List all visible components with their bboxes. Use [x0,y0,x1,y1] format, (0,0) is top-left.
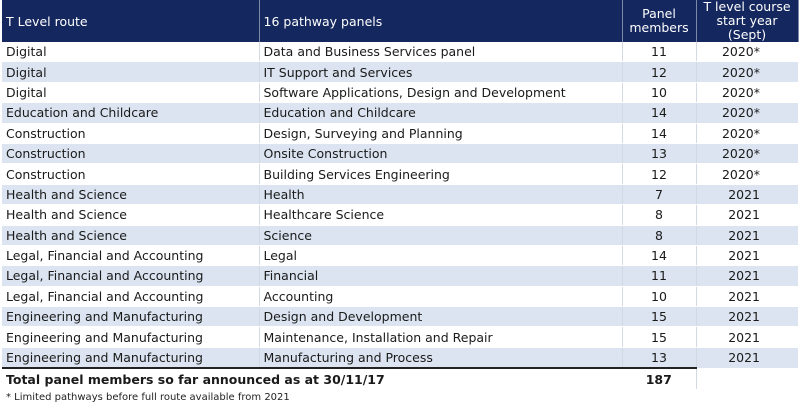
header-start-line1: T level course [703,0,791,14]
header-route: T Level route [2,0,260,42]
total-row: Total panel members so far announced as … [2,367,798,391]
table-row: Engineering and Manufacturing Design and … [2,306,798,328]
route-cell: Construction [2,163,260,185]
route-cell: Construction [2,143,260,165]
members-cell: 14 [622,123,697,144]
table-row: Construction Design, Surveying and Planni… [2,123,798,144]
table-row: Engineering and Manufacturing Maintenance… [2,326,798,348]
members-cell: 10 [622,82,697,104]
route-cell: Digital [2,61,260,83]
members-cell: 8 [622,225,697,246]
table-row: Legal, Financial and Accounting Accountin… [2,286,798,308]
panel-cell: Building Services Engineering [259,163,623,185]
start-year-cell: 2021 [696,347,798,369]
header-row: T Level route 16 pathway panels Panel me… [2,0,799,42]
panel-cell: Manufacturing and Process [259,347,623,369]
panel-cell: Accounting [259,286,623,308]
start-year-cell: 2021 [696,265,798,287]
total-empty-cell [696,368,798,391]
route-cell: Health and Science [2,184,260,206]
footnote: * Limited pathways before full route ava… [6,392,290,403]
route-cell: Education and Childcare [2,102,260,124]
header-members: Panel members [622,0,697,42]
table-row: Construction Onsite Construction 13 2020* [2,143,798,165]
members-cell: 12 [622,61,697,83]
members-cell: 8 [622,204,697,226]
members-cell: 14 [622,102,697,124]
panel-cell: Education and Childcare [259,102,623,124]
start-year-cell: 2020* [696,82,798,104]
start-year-cell: 2021 [696,306,798,328]
total-label: Total panel members so far announced as … [2,367,622,391]
start-year-cell: 2020* [696,102,798,124]
table-row: Digital Data and Business Services panel 1… [2,42,798,63]
route-cell: Legal, Financial and Accounting [2,265,260,287]
members-cell: 12 [622,163,697,185]
start-year-cell: 2021 [696,245,798,267]
start-year-cell: 2021 [696,204,798,226]
members-cell: 10 [622,286,697,308]
panel-cell: Data and Business Services panel [259,42,623,63]
route-cell: Construction [2,123,260,144]
route-cell: Health and Science [2,204,260,226]
table-row: Education and Childcare Education and Chi… [2,102,798,124]
table-row: Health and Science Health 7 2021 [2,184,798,206]
panel-cell: Financial [259,265,623,287]
total-value: 187 [622,367,697,391]
table-row: Digital IT Support and Services 12 2020* [2,61,798,83]
start-year-cell: 2021 [696,326,798,348]
panel-cell: Health [259,184,623,206]
start-year-cell: 2021 [696,225,798,246]
panel-cell: Design and Development [259,306,623,328]
table-body: Digital Data and Business Services panel 1… [2,42,798,369]
panel-cell: Maintenance, Installation and Repair [259,326,623,348]
route-cell: Engineering and Manufacturing [2,306,260,328]
route-cell: Digital [2,82,260,104]
members-cell: 14 [622,245,697,267]
panel-cell: IT Support and Services [259,61,623,83]
route-cell: Engineering and Manufacturing [2,347,260,369]
table-row: Construction Building Services Engineerin… [2,163,798,185]
start-year-cell: 2020* [696,61,798,83]
route-cell: Legal, Financial and Accounting [2,245,260,267]
header-members-line1: Panel [642,6,676,21]
table-row: Health and Science Healthcare Science 8 202… [2,204,798,226]
table-row: Legal, Financial and Accounting Legal 14 20… [2,245,798,267]
table-header: T Level route 16 pathway panels Panel me… [2,0,799,42]
start-year-cell: 2021 [696,286,798,308]
panel-cell: Software Applications, Design and Develo… [259,82,623,104]
route-cell: Engineering and Manufacturing [2,326,260,348]
members-cell: 15 [622,326,697,348]
members-cell: 13 [622,143,697,165]
start-year-cell: 2020* [696,42,798,63]
members-cell: 15 [622,306,697,328]
panel-cell: Healthcare Science [259,204,623,226]
route-cell: Legal, Financial and Accounting [2,286,260,308]
start-year-cell: 2020* [696,143,798,165]
route-cell: Health and Science [2,225,260,246]
panel-cell: Legal [259,245,623,267]
table-row: Engineering and Manufacturing Manufacturi… [2,347,798,369]
panel-cell: Onsite Construction [259,143,623,165]
header-start-line2: start year (Sept) [716,13,778,42]
panel-cell: Design, Surveying and Planning [259,123,623,144]
pathway-panels-table: T Level route 16 pathway panels Panel me… [2,0,799,391]
table-row: Legal, Financial and Accounting Financial… [2,265,798,287]
members-cell: 11 [622,265,697,287]
route-cell: Digital [2,42,260,63]
members-cell: 11 [622,42,697,63]
table-footer: Total panel members so far announced as … [2,367,798,391]
header-start-year: T level course start year (Sept) [696,0,799,42]
start-year-cell: 2021 [696,184,798,206]
table-row: Health and Science Science 8 2021 [2,225,798,246]
start-year-cell: 2020* [696,123,798,144]
members-cell: 13 [622,347,697,369]
header-panels: 16 pathway panels [259,0,623,42]
table-row: Digital Software Applications, Design and… [2,82,798,104]
header-members-line2: members [629,20,689,35]
panel-cell: Science [259,225,623,246]
members-cell: 7 [622,184,697,206]
start-year-cell: 2020* [696,163,798,185]
